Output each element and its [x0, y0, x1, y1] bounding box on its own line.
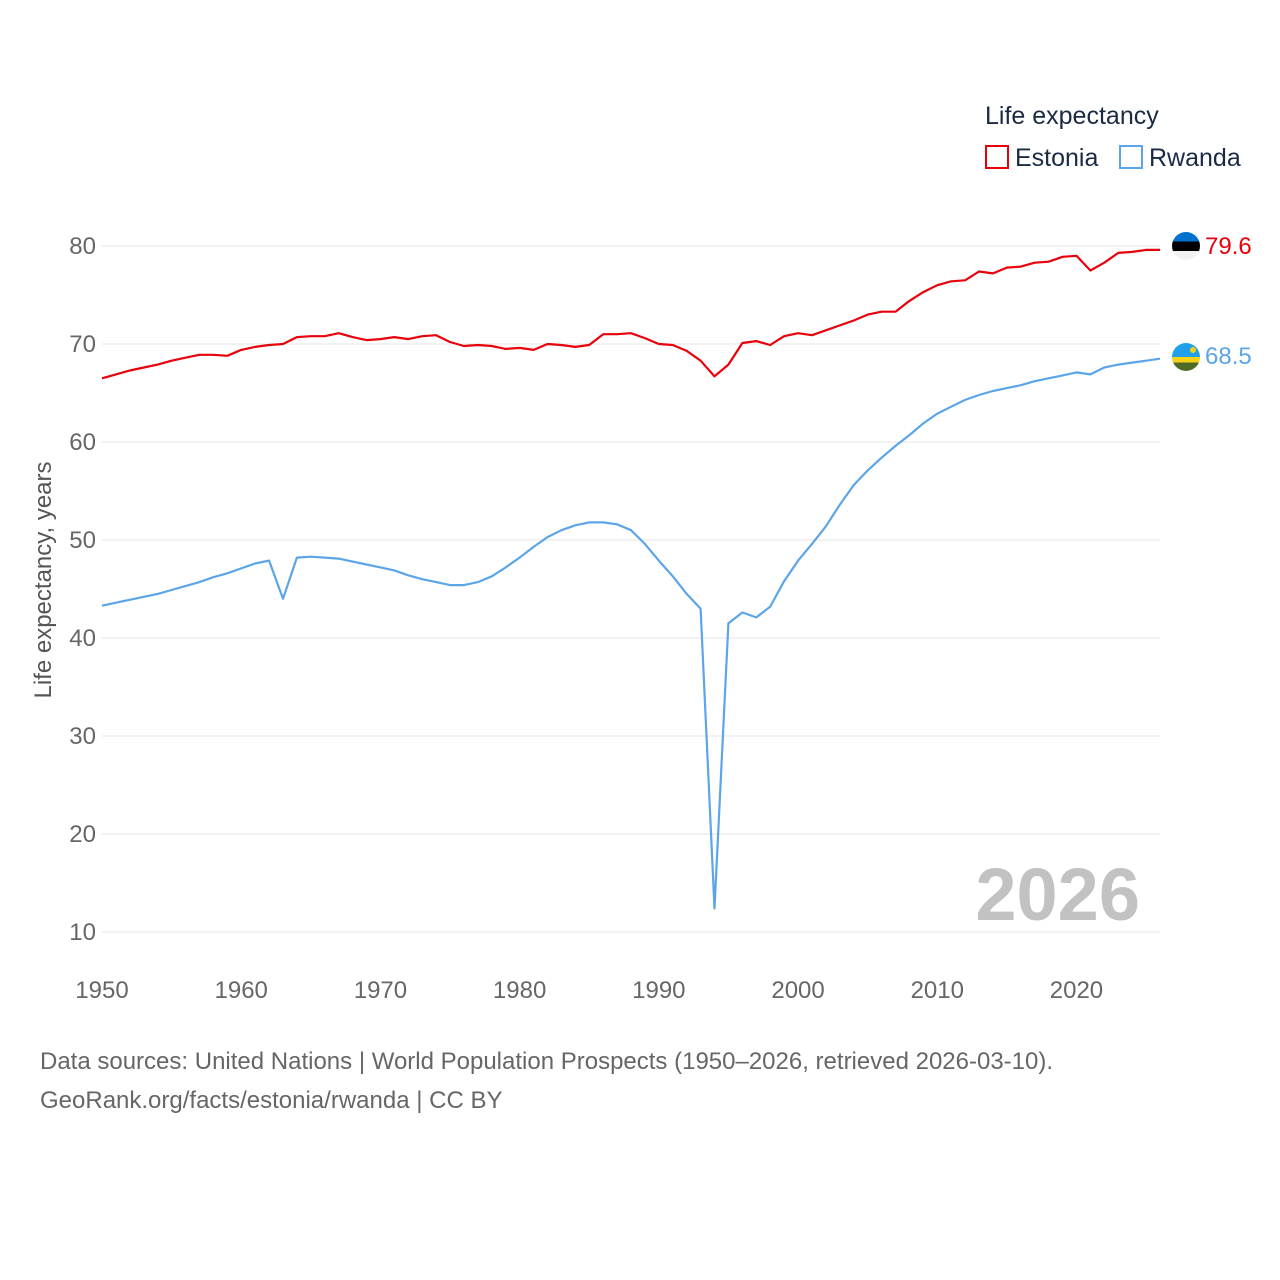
- y-axis-ticks: 10 20 30 40 50 60 70 80: [69, 233, 96, 946]
- series-line-estonia: [101, 248, 1160, 380]
- legend: Life expectancy Estonia Rwanda: [985, 102, 1241, 172]
- legend-swatch-rwanda: [1119, 145, 1143, 169]
- y-tick-70: 70: [69, 331, 96, 358]
- y-tick-10: 10: [69, 919, 96, 946]
- y-tick-40: 40: [69, 625, 96, 652]
- source-line-2: GeoRank.org/facts/estonia/rwanda | CC BY: [40, 1087, 503, 1114]
- source-note: Data sources: United Nations | World Pop…: [40, 1042, 1053, 1120]
- legend-item-estonia[interactable]: Estonia: [985, 144, 1098, 172]
- rwanda-flag-icon: [1172, 343, 1200, 371]
- x-tick-2000: 2000: [771, 977, 824, 1004]
- x-axis-ticks: 1950 1960 1970 1980 1990 2000 2010 2020: [75, 977, 1103, 1004]
- y-tick-30: 30: [69, 723, 96, 750]
- estonia-flag-icon: [1172, 232, 1200, 260]
- source-line-1: Data sources: United Nations | World Pop…: [40, 1048, 1054, 1075]
- legend-label-estonia: Estonia: [1015, 144, 1098, 172]
- grid-lines: [102, 245, 1160, 933]
- y-tick-20: 20: [69, 821, 96, 848]
- y-tick-50: 50: [69, 527, 96, 554]
- legend-swatch-estonia: [985, 145, 1009, 169]
- life-expectancy-chart: 10 20 30 40 50 60 70 80 1950 1960 1970 1980 1990 200…: [30, 102, 1252, 1004]
- series-lines: [101, 248, 1161, 910]
- x-tick-2010: 2010: [911, 977, 964, 1004]
- x-tick-1960: 1960: [215, 977, 268, 1004]
- rwanda-end-value: 68.5: [1205, 343, 1252, 370]
- x-tick-1970: 1970: [354, 977, 407, 1004]
- y-tick-60: 60: [69, 429, 96, 456]
- x-tick-1990: 1990: [632, 977, 685, 1004]
- x-tick-2020: 2020: [1050, 977, 1103, 1004]
- legend-label-rwanda: Rwanda: [1149, 144, 1241, 172]
- legend-item-rwanda[interactable]: Rwanda: [1119, 144, 1241, 172]
- x-tick-1980: 1980: [493, 977, 546, 1004]
- y-axis-label: Life expectancy, years: [30, 461, 57, 698]
- x-tick-1950: 1950: [75, 977, 128, 1004]
- estonia-end-value: 79.6: [1205, 233, 1252, 260]
- year-watermark: 2026: [975, 853, 1140, 936]
- series-line-rwanda: [101, 357, 1161, 910]
- y-tick-80: 80: [69, 233, 96, 260]
- legend-title: Life expectancy: [985, 102, 1159, 130]
